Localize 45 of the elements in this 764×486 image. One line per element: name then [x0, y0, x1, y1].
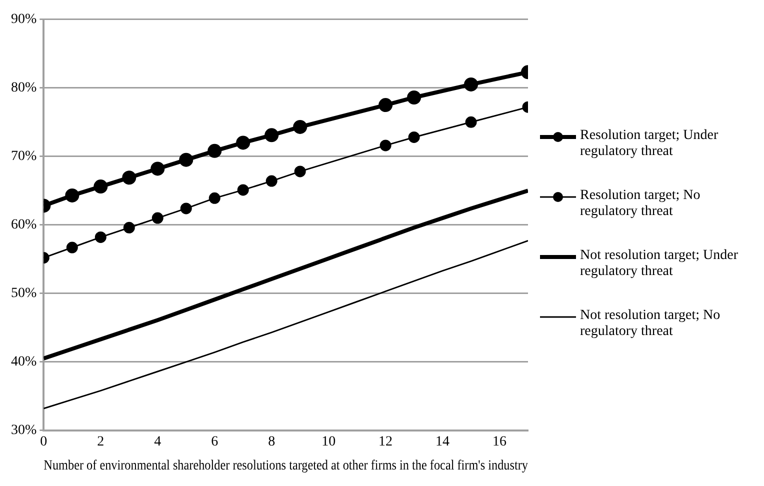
x-tick-label: 2 [97, 434, 104, 450]
point [264, 128, 279, 142]
point [465, 116, 477, 128]
point [378, 98, 393, 112]
point [208, 192, 220, 204]
x-tick-label: 16 [492, 434, 507, 450]
point [152, 212, 164, 224]
y-tick-label: 40% [10, 354, 37, 370]
point [266, 175, 278, 187]
point [94, 231, 106, 243]
point [380, 140, 392, 152]
legend-label: Resolution target; No regulatory threat [580, 188, 702, 220]
y-tick-label: 60% [10, 218, 37, 233]
x-tick-label: 4 [154, 434, 162, 450]
y-tick-label: 70% [10, 149, 37, 164]
point [66, 242, 78, 254]
x-tick-label: 8 [268, 434, 276, 450]
point [208, 144, 222, 158]
legend-label: Resolution target; Under regulatory threat [580, 128, 720, 160]
x-tick-label: 10 [322, 434, 336, 450]
point [150, 162, 165, 176]
legend-label: Not resolution target; No regulatory threat [580, 308, 722, 340]
y-tick-label: 30% [10, 423, 37, 438]
point [94, 180, 108, 194]
legend-label: Not resolution target; Under regulatory threat [580, 248, 739, 280]
y-tick-label: 90% [10, 12, 37, 28]
point [179, 152, 194, 167]
x-tick-label: 0 [40, 434, 48, 450]
point [123, 222, 135, 234]
x-axis-title: Number of environmental shareholder resolutions targeted at other firms in the focal firm's industry [44, 456, 528, 472]
x-tick-label: 14 [436, 434, 450, 450]
y-tick-label: 50% [10, 286, 37, 302]
point [236, 136, 250, 150]
point [122, 170, 136, 185]
point [464, 77, 478, 92]
point [293, 120, 308, 134]
point [408, 131, 420, 143]
point [237, 184, 249, 196]
x-tick-label: 12 [378, 434, 393, 450]
point [180, 202, 192, 214]
x-tick-label: 6 [211, 434, 218, 450]
y-tick-label: 80% [10, 80, 37, 96]
point [294, 166, 306, 178]
point [65, 188, 80, 202]
point [407, 90, 422, 104]
